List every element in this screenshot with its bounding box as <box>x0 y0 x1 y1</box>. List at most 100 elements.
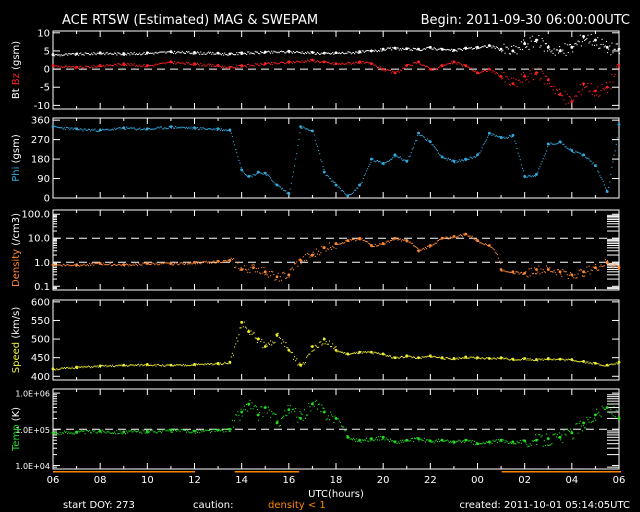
trace-dot-bz <box>231 66 233 68</box>
caution-mark <box>172 471 175 473</box>
trace-dot-bz <box>617 67 620 69</box>
trace-dot-speed <box>178 364 180 366</box>
trace-dot-bz <box>232 67 235 69</box>
trace-dot-speed <box>307 355 309 357</box>
trace-dot-bz <box>367 61 369 63</box>
trace-dot-bt <box>473 47 476 49</box>
trace-dot-bt <box>481 46 483 48</box>
trace-dot-bt <box>165 52 167 54</box>
trace-dot-density <box>180 262 182 264</box>
trace-dot-bz <box>240 66 242 68</box>
trace-dot-bt <box>478 47 480 49</box>
trace-dot-temp <box>407 439 409 441</box>
trace-dot-bz <box>128 63 130 65</box>
trace-dot-density <box>379 243 381 245</box>
trace-dot-bt <box>469 47 471 49</box>
trace-dot-phi <box>196 127 199 129</box>
trace-dot-bt <box>301 51 303 53</box>
trace-dot-speed <box>325 341 327 343</box>
series-bz <box>51 58 621 107</box>
trace-dot-temp <box>454 442 456 444</box>
trace-dot-density <box>601 266 603 268</box>
trace-dot-bt <box>423 48 425 50</box>
trace-dot-speed <box>583 361 585 363</box>
caution-mark <box>143 471 146 473</box>
trace-dot-temp <box>119 430 121 432</box>
trace-dot-speed <box>252 332 254 334</box>
trace-dot-speed <box>475 357 477 359</box>
trace-dot-density <box>292 269 295 271</box>
trace-dot-phi <box>105 128 107 130</box>
ytick-label-phi: 180 <box>31 155 50 166</box>
trace-dot-bt <box>421 49 423 51</box>
trace-dot-density <box>217 261 219 263</box>
trace-dot-speed <box>370 351 372 353</box>
trace-dot-bz <box>194 64 196 66</box>
trace-dot-temp <box>76 432 79 434</box>
trace-dot-density <box>463 233 465 235</box>
trace-dot-temp <box>131 431 133 433</box>
trace-dot-density <box>430 245 432 247</box>
trace-dot-bz <box>112 65 115 67</box>
trace-dot-bz <box>420 64 422 66</box>
trace-dot-temp <box>616 410 618 412</box>
trace-dot-bz <box>509 84 512 86</box>
trace-dot-bt <box>298 51 300 54</box>
trace-dot-speed <box>107 365 109 367</box>
trace-dot-bz <box>226 67 228 69</box>
trace-dot-speed <box>193 364 195 366</box>
trace-dot-speed <box>548 359 550 361</box>
trace-dot-phi <box>250 175 252 177</box>
trace-dot-temp <box>187 430 189 432</box>
trace-dot-speed <box>369 351 371 353</box>
trace-dot-phi <box>413 143 416 145</box>
trace-dot-bt <box>106 51 108 53</box>
trace-dot-bt <box>483 45 485 47</box>
trace-dot-density <box>299 258 301 260</box>
trace-dot-density <box>473 238 476 240</box>
trace-dot-speed <box>549 358 551 360</box>
trace-dot-bt <box>428 46 430 48</box>
trace-dot-speed <box>480 358 482 360</box>
trace-dot-speed <box>170 364 172 366</box>
trace-dot-temp <box>576 422 578 425</box>
trace-dot-bt <box>154 52 156 54</box>
trace-dot-bz <box>444 64 446 66</box>
trace-dot-temp <box>369 438 371 440</box>
trace-dot-speed <box>276 332 278 334</box>
trace-dot-density <box>472 238 474 240</box>
trace-dot-density <box>526 275 528 277</box>
trace-dot-bt <box>425 47 428 49</box>
trace-dot-bt <box>388 47 390 49</box>
trace-dot-temp <box>409 440 411 442</box>
trace-dot-temp <box>96 432 98 434</box>
trace-dot-temp <box>418 440 420 442</box>
trace-dot-speed <box>187 364 189 367</box>
trace-dot-bz <box>211 65 213 67</box>
trace-dot-phi <box>151 128 153 130</box>
trace-dot-phi <box>533 175 536 177</box>
trace-dot-temp <box>81 430 83 432</box>
trace-dot-speed <box>231 352 233 354</box>
caution-mark <box>58 471 61 473</box>
trace-dot-bz <box>299 61 301 63</box>
trace-dot-bt <box>241 53 243 55</box>
trace-dot-phi <box>174 127 176 129</box>
trace-dot-phi <box>599 175 601 177</box>
trace-dot-phi <box>531 175 533 177</box>
trace-dot-speed <box>285 342 287 344</box>
data-point-bt <box>558 49 562 53</box>
trace-dot-phi <box>178 127 180 129</box>
trace-dot-temp <box>224 428 226 430</box>
trace-dot-bt <box>576 44 578 46</box>
trace-dot-bz <box>251 65 253 67</box>
ytick-label-mag: -5 <box>40 83 50 94</box>
trace-dot-temp <box>341 426 344 428</box>
trace-dot-bz <box>528 81 530 83</box>
trace-dot-bz <box>114 63 116 65</box>
trace-dot-bt <box>526 46 528 48</box>
trace-dot-speed <box>199 364 201 366</box>
trace-dot-phi <box>229 130 231 133</box>
trace-dot-temp <box>493 440 495 443</box>
trace-dot-phi <box>592 162 594 164</box>
